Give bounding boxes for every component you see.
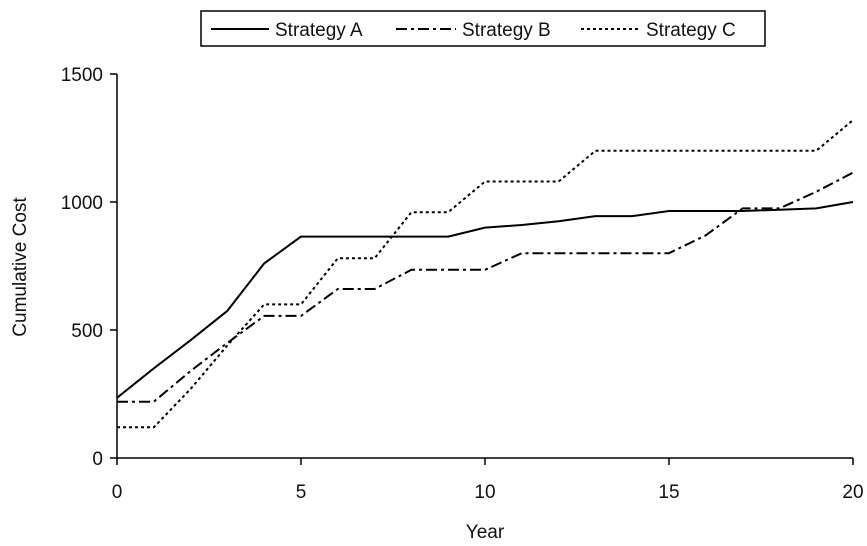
- data-point-strategy-b: [815, 191, 817, 193]
- data-point-strategy-b: [668, 252, 670, 254]
- x-tick-label: 5: [296, 482, 307, 503]
- legend-label-strategy-a: Strategy A: [275, 20, 363, 41]
- y-tick-label: 1500: [61, 65, 103, 86]
- data-point-strategy-c: [337, 258, 339, 260]
- data-point-strategy-a: [116, 397, 118, 399]
- data-point-strategy-a: [815, 208, 817, 210]
- data-point-strategy-c: [521, 181, 523, 183]
- data-point-strategy-c: [815, 150, 817, 152]
- data-point-strategy-c: [558, 181, 560, 183]
- data-point-strategy-a: [852, 201, 854, 203]
- x-axis-title: Year: [466, 522, 505, 543]
- data-point-strategy-b: [153, 401, 155, 403]
- data-point-strategy-c: [705, 150, 707, 152]
- data-point-strategy-c: [484, 181, 486, 183]
- ticks: 0 500 1000 1500 0 5 10 15 20: [61, 65, 864, 503]
- data-point-strategy-c: [668, 150, 670, 152]
- data-point-strategy-a: [484, 227, 486, 229]
- data-point-strategy-a: [521, 224, 523, 226]
- y-tick-label: 0: [92, 449, 103, 470]
- x-tick-label: 20: [842, 482, 863, 503]
- data-point-strategy-b: [558, 252, 560, 254]
- data-point-strategy-c: [411, 211, 413, 213]
- data-point-strategy-a: [337, 236, 339, 238]
- data-point-strategy-a: [263, 263, 265, 265]
- legend: Strategy A Strategy B Strategy C: [200, 10, 766, 47]
- series-line-strategy-a: [116, 201, 854, 399]
- series-strategy-b: [116, 171, 854, 403]
- data-point-strategy-b: [411, 269, 413, 271]
- data-point-strategy-a: [374, 236, 376, 238]
- data-point-strategy-a: [300, 236, 302, 238]
- data-point-strategy-b: [484, 269, 486, 271]
- data-point-strategy-b: [742, 208, 744, 210]
- data-point-strategy-b: [521, 252, 523, 254]
- data-point-strategy-b: [263, 315, 265, 317]
- data-point-strategy-b: [337, 288, 339, 290]
- data-point-strategy-b: [300, 315, 302, 317]
- data-point-strategy-a: [742, 210, 744, 212]
- data-point-strategy-c: [447, 211, 449, 213]
- x-tick-label: 10: [474, 482, 495, 503]
- data-point-strategy-a: [705, 210, 707, 212]
- data-point-strategy-a: [668, 210, 670, 212]
- data-point-strategy-a: [227, 310, 229, 312]
- series-line-strategy-c: [117, 119, 854, 429]
- data-point-strategy-c: [300, 304, 302, 306]
- data-point-strategy-c: [631, 150, 633, 152]
- data-point-strategy-a: [411, 236, 413, 238]
- data-point-strategy-b: [116, 401, 118, 403]
- data-point-strategy-b: [595, 252, 597, 254]
- data-point-strategy-c: [263, 304, 265, 306]
- data-point-strategy-b: [227, 342, 229, 344]
- data-point-strategy-b: [447, 269, 449, 271]
- data-point-strategy-b: [779, 208, 781, 210]
- series-line-strategy-b: [117, 171, 854, 403]
- data-point-strategy-b: [190, 370, 192, 372]
- data-point-strategy-c: [116, 426, 118, 428]
- legend-label-strategy-b: Strategy B: [462, 20, 551, 41]
- data-point-strategy-c: [374, 258, 376, 260]
- data-point-strategy-b: [631, 252, 633, 254]
- series-strategy-c: [116, 119, 854, 429]
- series-strategy-a: [116, 201, 854, 399]
- y-tick-label: 1000: [61, 193, 103, 214]
- x-tick-label: 0: [112, 482, 123, 503]
- data-point-strategy-b: [705, 234, 707, 236]
- data-point-strategy-a: [447, 236, 449, 238]
- data-point-strategy-c: [190, 388, 192, 390]
- legend-label-strategy-c: Strategy C: [646, 20, 736, 41]
- data-point-strategy-b: [374, 288, 376, 290]
- data-point-strategy-a: [153, 368, 155, 370]
- x-tick-label: 15: [658, 482, 679, 503]
- y-tick-label: 500: [71, 321, 103, 342]
- data-point-strategy-c: [153, 426, 155, 428]
- axes: [116, 74, 853, 459]
- data-point-strategy-c: [779, 150, 781, 152]
- data-point-strategy-a: [190, 339, 192, 341]
- series-lines: [116, 119, 854, 429]
- data-point-strategy-c: [595, 150, 597, 152]
- data-point-strategy-c: [742, 150, 744, 152]
- data-point-strategy-a: [558, 220, 560, 222]
- data-point-strategy-a: [595, 215, 597, 217]
- data-point-strategy-c: [852, 119, 854, 121]
- data-point-strategy-a: [631, 215, 633, 217]
- data-point-strategy-c: [227, 345, 229, 347]
- data-point-strategy-b: [852, 172, 854, 174]
- y-axis-title: Cumulative Cost: [10, 197, 31, 337]
- legend-box: [200, 10, 766, 47]
